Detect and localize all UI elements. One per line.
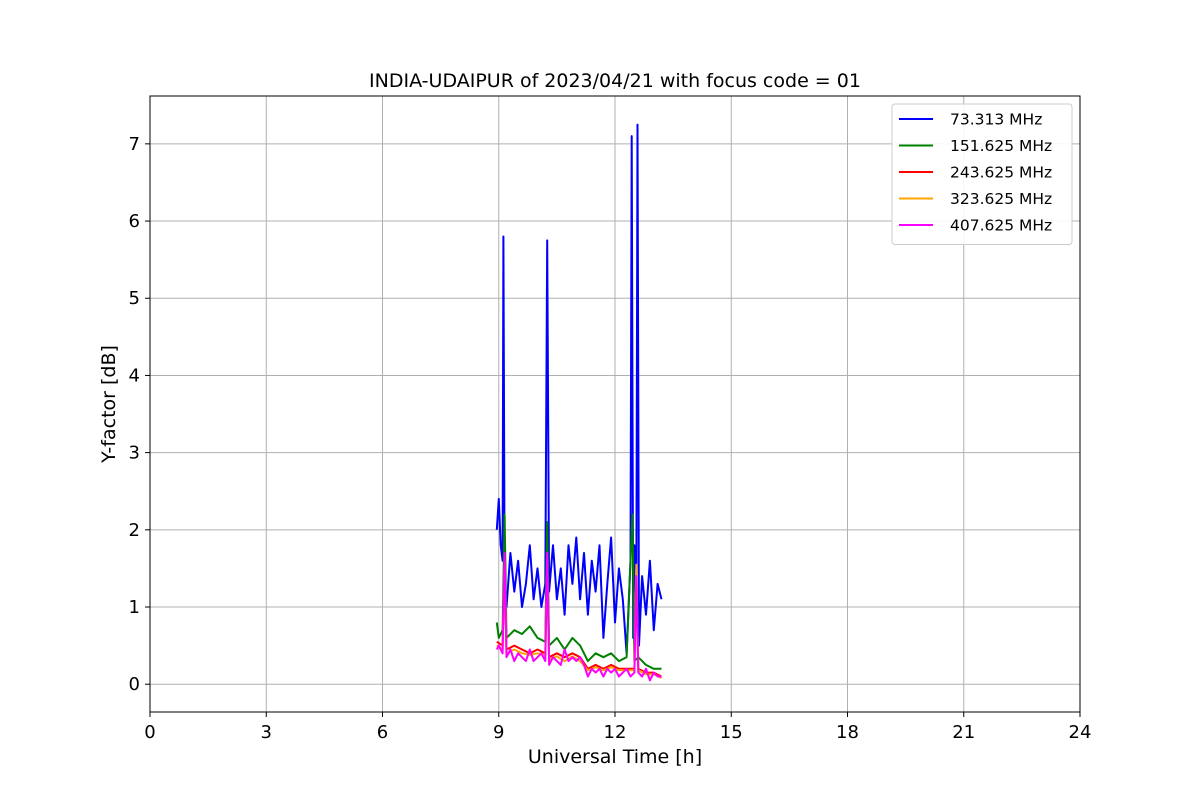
x-tick-label: 3 (261, 722, 272, 743)
series-line-1 (495, 513, 662, 670)
y-tick-label: 6 (129, 211, 140, 232)
x-tick-label: 18 (836, 722, 859, 743)
x-tick-label: 9 (493, 722, 504, 743)
grid-lines (149, 96, 1081, 712)
y-tick-label: 0 (129, 674, 140, 695)
series-lines (495, 123, 663, 682)
y-tick-label: 4 (129, 365, 140, 386)
x-tick-label: 21 (952, 722, 975, 743)
chart-title: INDIA-UDAIPUR of 2023/04/21 with focus c… (369, 70, 861, 92)
legend-entry-label: 151.625 MHz (950, 137, 1052, 155)
legend-entry-label: 323.625 MHz (950, 190, 1052, 208)
legend-entry-label: 407.625 MHz (950, 217, 1052, 235)
y-tick-label: 3 (129, 443, 140, 464)
y-tick-label: 5 (129, 288, 140, 309)
legend: 73.313 MHz 151.625 MHz 243.625 MHz 323.625 … (891, 103, 1073, 245)
y-tick-label: 7 (129, 134, 140, 155)
x-tick-label: 24 (1069, 722, 1092, 743)
x-tick-label: 12 (604, 722, 627, 743)
x-tick-label: 6 (377, 722, 388, 743)
x-axis-label: Universal Time [h] (528, 746, 702, 768)
y-tick-label: 1 (129, 597, 140, 618)
y-axis-label: Y-factor [dB] (98, 345, 120, 464)
legend-entry-label: 73.313 MHz (950, 111, 1042, 129)
legend-box (891, 103, 1073, 245)
series-line-4 (495, 552, 662, 682)
x-tick-label: 0 (144, 722, 155, 743)
legend-entry-label: 243.625 MHz (950, 164, 1052, 182)
y-tick-label: 2 (129, 520, 140, 541)
x-tick-label: 15 (720, 722, 743, 743)
